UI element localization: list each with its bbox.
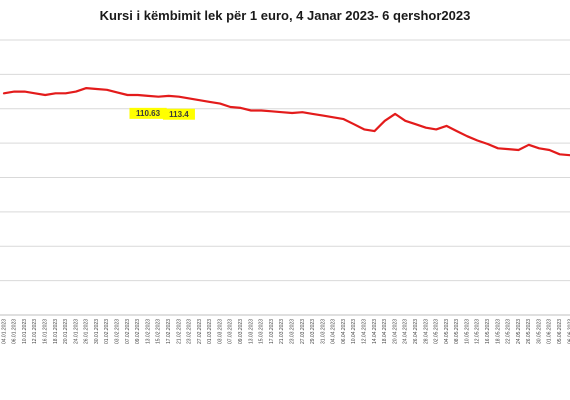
x-tick-label: 14.04.2023 — [372, 319, 378, 344]
data-label: 110.63 — [136, 109, 161, 118]
x-tick-label: 26.01.2023 — [84, 319, 90, 344]
series-line — [2, 86, 570, 157]
x-tick-label: 06.01.2023 — [12, 319, 18, 344]
x-tick-label: 30.01.2023 — [94, 319, 100, 344]
x-tick-label: 15.02.2023 — [156, 319, 162, 344]
x-tick-label: 10.05.2023 — [464, 319, 470, 344]
x-tick-label: 17.02.2023 — [166, 319, 172, 344]
x-tick-label: 23.03.2023 — [289, 319, 295, 344]
x-tick-label: 07.03.2023 — [228, 319, 234, 344]
x-tick-label: 24.01.2023 — [73, 319, 79, 344]
x-tick-label: 16.01.2023 — [42, 319, 48, 344]
x-tick-label: 04.05.2023 — [444, 319, 450, 344]
x-tick-label: 24.05.2023 — [516, 319, 522, 344]
x-tick-label: 30.05.2023 — [536, 319, 542, 344]
x-tick-label: 01.03.2023 — [207, 319, 213, 344]
x-tick-label: 04.01.2023 — [1, 319, 7, 344]
x-tick-label: 12.04.2023 — [362, 319, 368, 344]
chart-title: Kursi i këmbimit lek për 1 euro, 4 Janar… — [99, 8, 471, 23]
x-tick-label: 18.01.2023 — [53, 319, 59, 344]
x-tick-label: 31.03.2023 — [320, 319, 326, 344]
x-tick-label: 03.02.2023 — [115, 319, 121, 344]
x-tick-label: 13.02.2023 — [145, 319, 151, 344]
x-tick-label: 03.03.2023 — [217, 319, 223, 344]
x-tick-label: 13.03.2023 — [248, 319, 254, 344]
x-tick-label: 04.04.2023 — [331, 319, 337, 344]
x-tick-label: 10.04.2023 — [351, 319, 357, 344]
x-tick-label: 18.05.2023 — [495, 319, 501, 344]
x-tick-label: 06.04.2023 — [341, 319, 347, 344]
x-tick-label: 22.05.2023 — [506, 319, 512, 344]
x-tick-label: 29.03.2023 — [310, 319, 316, 344]
x-tick-label: 10.01.2023 — [22, 319, 28, 344]
x-tick-label: 09.03.2023 — [238, 319, 244, 344]
x-tick-label: 18.04.2023 — [382, 319, 388, 344]
x-tick-label: 02.05.2023 — [434, 319, 440, 344]
x-tick-label: 01.02.2023 — [104, 319, 110, 344]
x-tick-label: 17.03.2023 — [269, 319, 275, 344]
x-tick-label: 20.04.2023 — [392, 319, 398, 344]
x-tick-label: 16.05.2023 — [485, 319, 491, 344]
data-label-box — [129, 107, 167, 119]
x-tick-label: 26.04.2023 — [413, 319, 419, 344]
x-tick-label: 07.02.2023 — [125, 319, 131, 344]
x-tick-label: 05.06.2023 — [557, 319, 563, 344]
x-tick-label: 09.02.2023 — [135, 319, 141, 344]
x-tick-label: 21.02.2023 — [176, 319, 182, 344]
x-tick-label: 24.04.2023 — [403, 319, 409, 344]
x-tick-label: 08.05.2023 — [454, 319, 460, 344]
x-tick-label: 27.03.2023 — [300, 319, 306, 344]
data-label-box — [162, 108, 195, 120]
x-tick-label: 06.06.2023 — [567, 319, 570, 344]
x-tick-label: 27.02.2023 — [197, 319, 203, 344]
x-tick-label: 21.03.2023 — [279, 319, 285, 344]
data-label: 113.4 — [169, 110, 189, 119]
x-tick-label: 23.02.2023 — [187, 319, 193, 344]
x-tick-label: 01.06.2023 — [547, 319, 553, 344]
x-tick-label: 15.03.2023 — [259, 319, 265, 344]
x-tick-label: 12.05.2023 — [475, 319, 481, 344]
x-tick-label: 28.04.2023 — [423, 319, 429, 344]
x-tick-label: 20.01.2023 — [63, 319, 69, 344]
x-tick-label: 26.05.2023 — [526, 319, 532, 344]
x-tick-label: 12.01.2023 — [32, 319, 38, 344]
